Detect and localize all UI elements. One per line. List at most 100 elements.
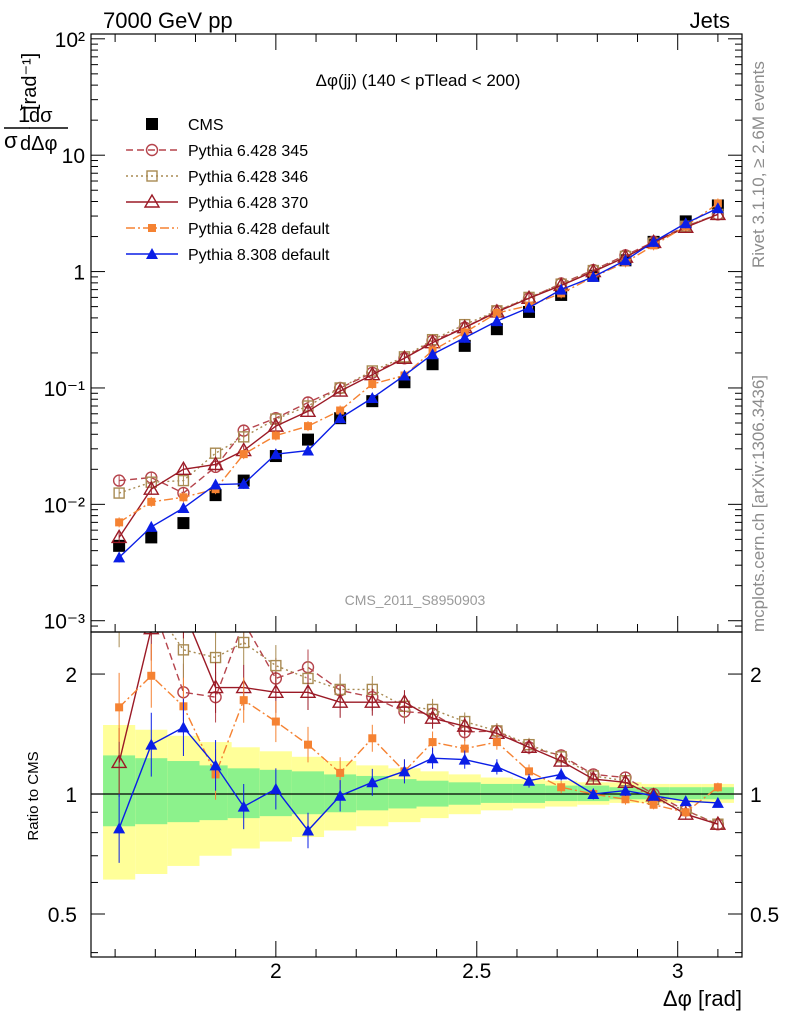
- data-point: [709, 206, 727, 221]
- ratio-point: [302, 824, 314, 836]
- data-point: [302, 444, 314, 456]
- data-point: [331, 382, 349, 397]
- data-point: [336, 406, 345, 415]
- ratio-y-tick-label-right: 0.5: [750, 904, 779, 927]
- data-point: [458, 331, 471, 343]
- data-point: [175, 460, 192, 476]
- ratio-point: [490, 760, 503, 772]
- ratio-point: [711, 796, 724, 808]
- ratio-point: [679, 795, 692, 807]
- legend-label: Pythia 6.428 370: [188, 195, 308, 212]
- ratio-point: [520, 738, 538, 753]
- data-point: [647, 235, 660, 247]
- y-tick-label: 10²: [55, 29, 85, 52]
- data-point: [145, 531, 158, 544]
- ratio-point: [649, 800, 658, 809]
- ratio-point: [460, 744, 469, 753]
- y-axis-label-main: 1 σ dσ dΔφ [rad⁻¹]: [4, 53, 68, 155]
- series-line: [118, 207, 719, 558]
- data-point: [679, 217, 692, 229]
- svg-text:dσ: dσ: [29, 105, 53, 127]
- data-point: [398, 369, 411, 381]
- ratio-point: [492, 738, 501, 747]
- data-point: [302, 433, 314, 446]
- data-point: [239, 450, 248, 459]
- data-point: [304, 422, 312, 431]
- data-point: [426, 358, 439, 371]
- data-point: [299, 402, 317, 418]
- ratio-y-tick-label: 2: [65, 664, 77, 687]
- x-axis: 2 2.5 3: [114, 34, 719, 983]
- data-point: [426, 348, 439, 360]
- data-point: [334, 412, 347, 424]
- ratio-y-tick-label-right: 1: [750, 784, 762, 807]
- ratio-point: [145, 738, 158, 750]
- band-inner: [291, 771, 325, 815]
- band-inner: [701, 787, 734, 800]
- ratio-point: [557, 783, 566, 792]
- ratio-point: [366, 776, 379, 788]
- svg-text:dΔφ: dΔφ: [20, 133, 57, 155]
- legend-entry: Pythia 6.428 370: [126, 193, 308, 212]
- data-point: [179, 493, 188, 502]
- data-point: [619, 254, 632, 266]
- ratio-pythia-8-308-default: [113, 698, 724, 863]
- data-point: [458, 339, 471, 352]
- ratio-point: [424, 709, 441, 724]
- ratio-point: [143, 632, 160, 635]
- data-point: [110, 529, 128, 544]
- x-tick-label: 3: [672, 960, 684, 983]
- x-axis-label: Δφ [rad]: [663, 986, 742, 1011]
- ratio-point: [619, 784, 632, 796]
- ratio-line: [118, 674, 719, 814]
- x-tick-label: 2.5: [462, 960, 491, 983]
- ratio-point: [458, 753, 471, 765]
- main-series: [110, 198, 727, 563]
- ratio-point: [428, 738, 437, 747]
- ratio-point: [110, 754, 128, 769]
- ratio-point: [647, 789, 660, 801]
- data-point: [490, 323, 503, 336]
- legend-marker: [145, 143, 159, 157]
- data-point: [238, 431, 250, 443]
- data-point: [143, 480, 160, 495]
- ratio-point: [269, 782, 282, 794]
- data-point: [207, 456, 224, 471]
- data-point: [555, 283, 568, 295]
- ratio-point: [239, 696, 248, 705]
- ratio-point: [552, 752, 570, 767]
- ratio-point: [299, 683, 317, 698]
- analysis-watermark: CMS_2011_S8950903: [345, 592, 486, 608]
- ratio-point: [681, 808, 690, 817]
- data-point: [112, 474, 126, 487]
- y-tick-label: 10: [62, 145, 85, 168]
- legend-label: Pythia 8.308 default: [188, 247, 330, 264]
- ratio-point: [331, 693, 349, 708]
- data-point: [587, 270, 600, 282]
- ratio-y-axis: 0.5 0.5 1 1 2 2: [48, 664, 779, 954]
- legend-label: CMS: [188, 117, 224, 134]
- ratio-point: [115, 703, 124, 712]
- data-point: [113, 551, 126, 563]
- legend-entry: Pythia 6.428 346: [126, 169, 308, 186]
- y-tick-label: 10⁻¹: [44, 378, 85, 401]
- ratio-point: [334, 789, 347, 801]
- legend-label: Pythia 6.428 346: [188, 169, 308, 186]
- ratio-point: [525, 767, 534, 776]
- legend-entry: Pythia 6.428 345: [126, 143, 308, 160]
- legend-label: Pythia 6.428 345: [188, 143, 308, 160]
- ratio-plot: 0.5 0.51 12 22 2.5 3: [48, 34, 779, 983]
- legend-entry: Pythia 8.308 default: [126, 247, 330, 264]
- legend-marker: [148, 224, 156, 232]
- ratio-point: [364, 693, 381, 708]
- ratio-point: [271, 717, 280, 726]
- data-point: [147, 497, 156, 506]
- rivet-version-label: Rivet 3.1.10, ≥ 2.6M events: [749, 61, 768, 268]
- ratio-point: [336, 768, 345, 777]
- data-point: [115, 518, 124, 527]
- ratio-point: [396, 693, 413, 708]
- ratio-point: [304, 740, 312, 749]
- ratio-point: [585, 770, 602, 785]
- y-tick-label: 10⁻³: [44, 611, 85, 634]
- ratio-point: [209, 759, 222, 771]
